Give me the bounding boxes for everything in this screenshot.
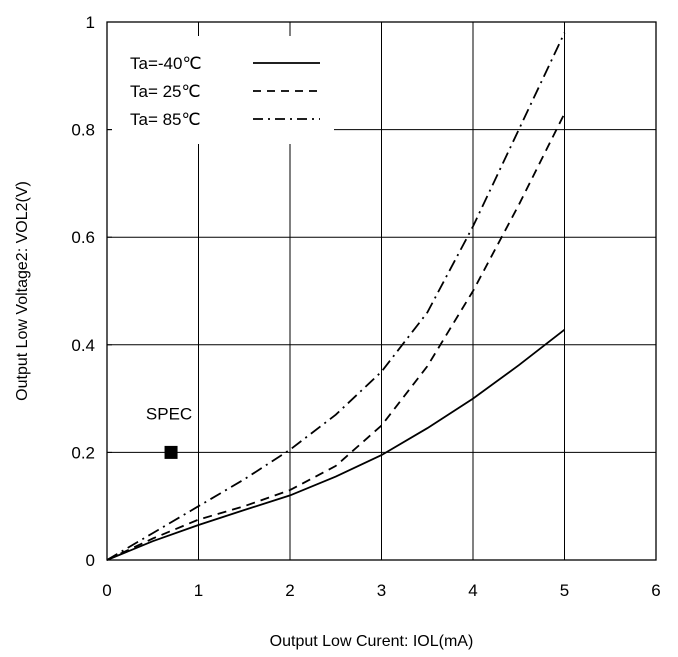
series-line	[106, 328, 566, 561]
x-tick-label: 3	[377, 581, 386, 600]
y-tick-label: 0.8	[71, 121, 95, 140]
series-layer	[106, 32, 566, 561]
x-tick-label: 0	[102, 581, 111, 600]
spec-marker	[164, 445, 178, 459]
y-tick-label: 0.4	[71, 336, 95, 355]
annotation-layer: SPEC	[146, 404, 192, 459]
legend-background	[112, 36, 334, 144]
y-axis-ticks: 0 0.2 0.4 0.6 0.8 1	[71, 13, 112, 570]
x-axis-label: Output Low Curent: IOL(mA)	[270, 633, 474, 650]
x-tick-label: 4	[468, 581, 477, 600]
y-tick-label: 1	[86, 13, 95, 32]
legend-label: Ta= 85℃	[130, 110, 201, 129]
legend: Ta=-40℃ Ta= 25℃ Ta= 85℃	[112, 36, 334, 144]
spec-label: SPEC	[146, 404, 192, 423]
legend-label: Ta=-40℃	[130, 54, 202, 73]
y-tick-label: 0.6	[71, 228, 95, 247]
x-tick-label: 6	[651, 581, 660, 600]
series-line	[106, 32, 566, 561]
legend-label: Ta= 25℃	[130, 82, 201, 101]
x-tick-label: 2	[285, 581, 294, 600]
y-axis-label: Output Low Voltage2: VOL2(V)	[14, 181, 31, 401]
x-axis-ticks: 0 1 2 3 4 5 6	[102, 555, 661, 600]
x-tick-label: 5	[560, 581, 569, 600]
y-tick-label: 0	[86, 551, 95, 570]
y-tick-label: 0.2	[71, 443, 95, 462]
series-line	[106, 113, 566, 561]
x-tick-label: 1	[194, 581, 203, 600]
